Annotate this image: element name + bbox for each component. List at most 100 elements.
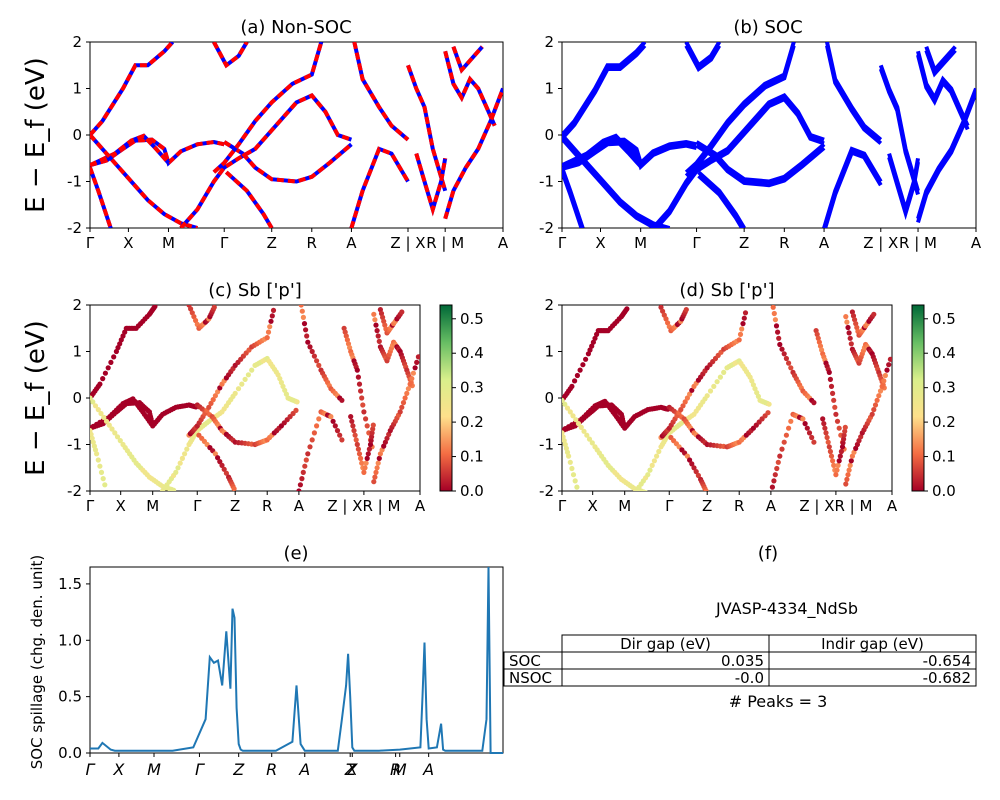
- projected-point: [567, 459, 573, 465]
- projected-point: [843, 481, 849, 487]
- projected-point: [781, 351, 787, 357]
- axis-e-xtick-label: Γ: [195, 760, 205, 779]
- projected-point: [361, 409, 367, 415]
- axis-b-xtick-label: Z | X: [863, 234, 898, 252]
- projected-point: [845, 324, 851, 331]
- band-b-split-10: [823, 150, 883, 228]
- axis-c-ytick-label: -2: [67, 482, 82, 500]
- projected-point: [175, 465, 181, 471]
- colorbar-tick-label-d: 0.5: [932, 310, 956, 328]
- colorbar-gradient-c: [439, 304, 453, 492]
- projected-point: [113, 348, 119, 355]
- projected-point: [108, 359, 114, 365]
- projected-point: [361, 469, 367, 475]
- projected-point: [382, 322, 388, 328]
- projected-point: [830, 458, 836, 464]
- projected-point: [364, 423, 370, 429]
- axis-c-ytick-label: 0: [72, 389, 82, 407]
- projected-point: [211, 305, 217, 310]
- colorbar-tick-label-c: 0.5: [460, 310, 484, 328]
- projected-point: [296, 488, 302, 491]
- colorbar-tick-label-c: 0.3: [460, 379, 484, 397]
- projected-point: [106, 422, 112, 428]
- projected-point: [370, 426, 376, 432]
- projected-point: [831, 462, 837, 468]
- axis-d-xtick-label: A: [887, 497, 898, 515]
- axis-a-xtick-label: Γ: [220, 234, 229, 252]
- projected-point: [811, 400, 817, 406]
- projected-point: [836, 425, 842, 431]
- projected-point: [774, 465, 780, 472]
- projected-point: [846, 330, 852, 336]
- gap-table: Dir gap (eV) Indir gap (eV) SOC 0.035 -0.654…: [503, 634, 977, 687]
- panel-a-non-soc: (a) Non-SOC E − E_f (eV) -2 -1 0 1 2 Γ X M Γ Z R A Z…: [21, 17, 509, 252]
- axis-d-ytick-label: -2: [539, 482, 554, 500]
- band-b-6: [695, 140, 826, 184]
- projected-point: [839, 444, 846, 450]
- projected-point: [809, 434, 815, 441]
- projected-point: [223, 470, 229, 476]
- axis-c-ytick-label: 2: [72, 296, 82, 314]
- axis-c-xtick-label: R: [262, 497, 272, 515]
- axis-e-ytick-label: 0.0: [58, 744, 82, 762]
- panel-f-title: (f): [758, 543, 778, 564]
- axis-b-xtick-label: A: [971, 234, 982, 252]
- projected-point: [848, 458, 854, 464]
- projected-point: [351, 428, 357, 434]
- projected-point: [577, 367, 583, 373]
- projected-point: [846, 467, 852, 473]
- panel-c-projected: (c) Sb ['p'] E − E_f (eV) -2 -1 0 1 2 Γ X M Γ Z R A…: [21, 280, 484, 515]
- axis-b-ytick-label: 0: [544, 126, 554, 144]
- projected-point: [414, 359, 420, 365]
- projected-point: [854, 441, 861, 448]
- axis-d-ytick-label: 2: [544, 296, 554, 314]
- projected-point: [786, 425, 792, 431]
- axis-e-ytick-label: 0.5: [58, 688, 82, 706]
- projected-point: [824, 434, 830, 441]
- projected-point: [245, 372, 251, 378]
- table-row-label: NSOC: [509, 669, 552, 687]
- projected-point: [680, 403, 686, 409]
- projected-point: [826, 444, 832, 450]
- panel-d-title: (d) Sb ['p']: [679, 280, 774, 301]
- projected-point: [649, 462, 655, 468]
- projected-point: [740, 321, 746, 327]
- projected-point: [572, 378, 578, 384]
- projected-point: [882, 372, 889, 379]
- projected-point: [828, 383, 835, 389]
- projected-point: [573, 417, 579, 423]
- axis-a-xtick-label: Z: [267, 234, 277, 252]
- projected-point: [847, 335, 853, 341]
- band-b-split-8: [697, 174, 745, 228]
- projected-point: [371, 479, 377, 485]
- band-b-split-7: [684, 45, 796, 178]
- projected-point: [299, 476, 305, 482]
- projected-point: [356, 451, 363, 457]
- projected-point: [342, 329, 348, 335]
- projected-point: [349, 418, 355, 424]
- axis-b-ytick-label: 1: [544, 80, 554, 98]
- axis-a-ytick-label: 0: [72, 126, 82, 144]
- projected-point: [212, 393, 218, 399]
- projected-point: [358, 388, 364, 394]
- table-indir-gap-cell: -0.654: [923, 652, 971, 670]
- projected-point: [309, 437, 315, 443]
- projected-point: [831, 397, 837, 403]
- band-lines-a: [90, 42, 503, 228]
- projected-point: [563, 445, 570, 451]
- scatter-points-d: [562, 305, 892, 491]
- projected-point: [293, 407, 299, 413]
- panel-f-gap-table: (f) JVASP-4334_NdSb Dir gap (eV) Indir ga…: [503, 543, 977, 711]
- projected-point: [354, 367, 360, 373]
- projected-point: [707, 388, 714, 394]
- projected-point: [118, 337, 124, 343]
- projected-point: [265, 329, 272, 335]
- projected-point: [173, 469, 179, 475]
- projected-point: [362, 465, 368, 471]
- axis-b-xtick-label: X: [595, 234, 605, 252]
- projected-point: [215, 455, 221, 461]
- axis-a-xtick-label: R | M: [426, 234, 464, 252]
- projected-point: [405, 386, 411, 392]
- projected-point: [683, 307, 689, 313]
